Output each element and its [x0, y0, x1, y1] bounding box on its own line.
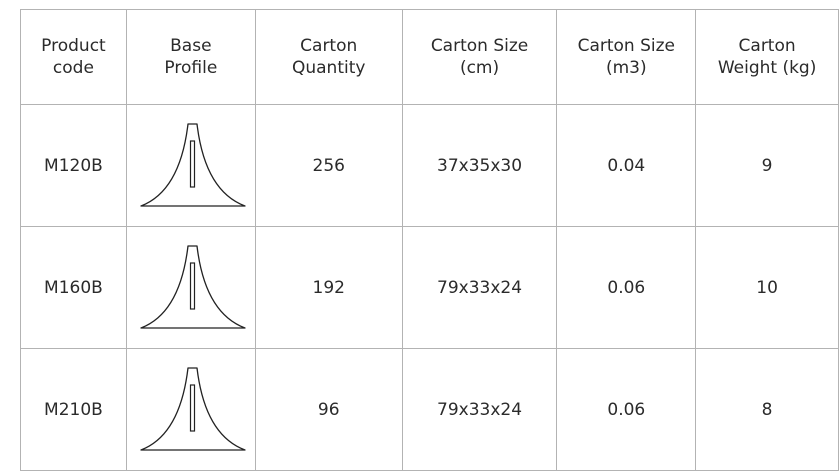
base-profile-cell: [125, 104, 256, 227]
table-header-row: Product code Base Profile Carton Quantit…: [20, 9, 839, 105]
carton-quantity-cell: 256: [254, 104, 403, 227]
base-profile-icon: [140, 366, 246, 451]
carton-weight-cell: 10: [695, 226, 839, 349]
carton-size-cm-cell: 79x33x24: [401, 226, 558, 349]
header-product-code: Product code: [20, 9, 127, 105]
product-spec-table: Product code Base Profile Carton Quantit…: [20, 9, 839, 471]
base-profile-cell: [125, 348, 256, 471]
carton-size-cm-cell: 79x33x24: [401, 348, 558, 471]
product-code-cell: M120B: [20, 104, 127, 227]
carton-quantity-cell: 192: [254, 226, 403, 349]
carton-weight-cell: 8: [695, 348, 839, 471]
table-row: M120B 256 37x35x30 0.04 9: [20, 104, 839, 227]
carton-quantity-cell: 96: [254, 348, 403, 471]
table-row: M210B 96 79x33x24 0.06 8: [20, 348, 839, 471]
product-code-cell: M210B: [20, 348, 127, 471]
base-profile-icon: [140, 122, 246, 207]
header-carton-size-cm: Carton Size (cm): [401, 9, 558, 105]
table-row: M160B 192 79x33x24 0.06 10: [20, 226, 839, 349]
header-carton-weight: Carton Weight (kg): [695, 9, 839, 105]
base-profile-icon: [140, 244, 246, 329]
base-profile-cell: [125, 226, 256, 349]
carton-weight-cell: 9: [695, 104, 839, 227]
carton-size-m3-cell: 0.06: [556, 226, 697, 349]
carton-size-m3-cell: 0.06: [556, 348, 697, 471]
product-code-cell: M160B: [20, 226, 127, 349]
header-carton-quantity: Carton Quantity: [254, 9, 403, 105]
header-carton-size-m3: Carton Size (m3): [556, 9, 697, 105]
header-base-profile: Base Profile: [125, 9, 256, 105]
carton-size-cm-cell: 37x35x30: [401, 104, 558, 227]
carton-size-m3-cell: 0.04: [556, 104, 697, 227]
